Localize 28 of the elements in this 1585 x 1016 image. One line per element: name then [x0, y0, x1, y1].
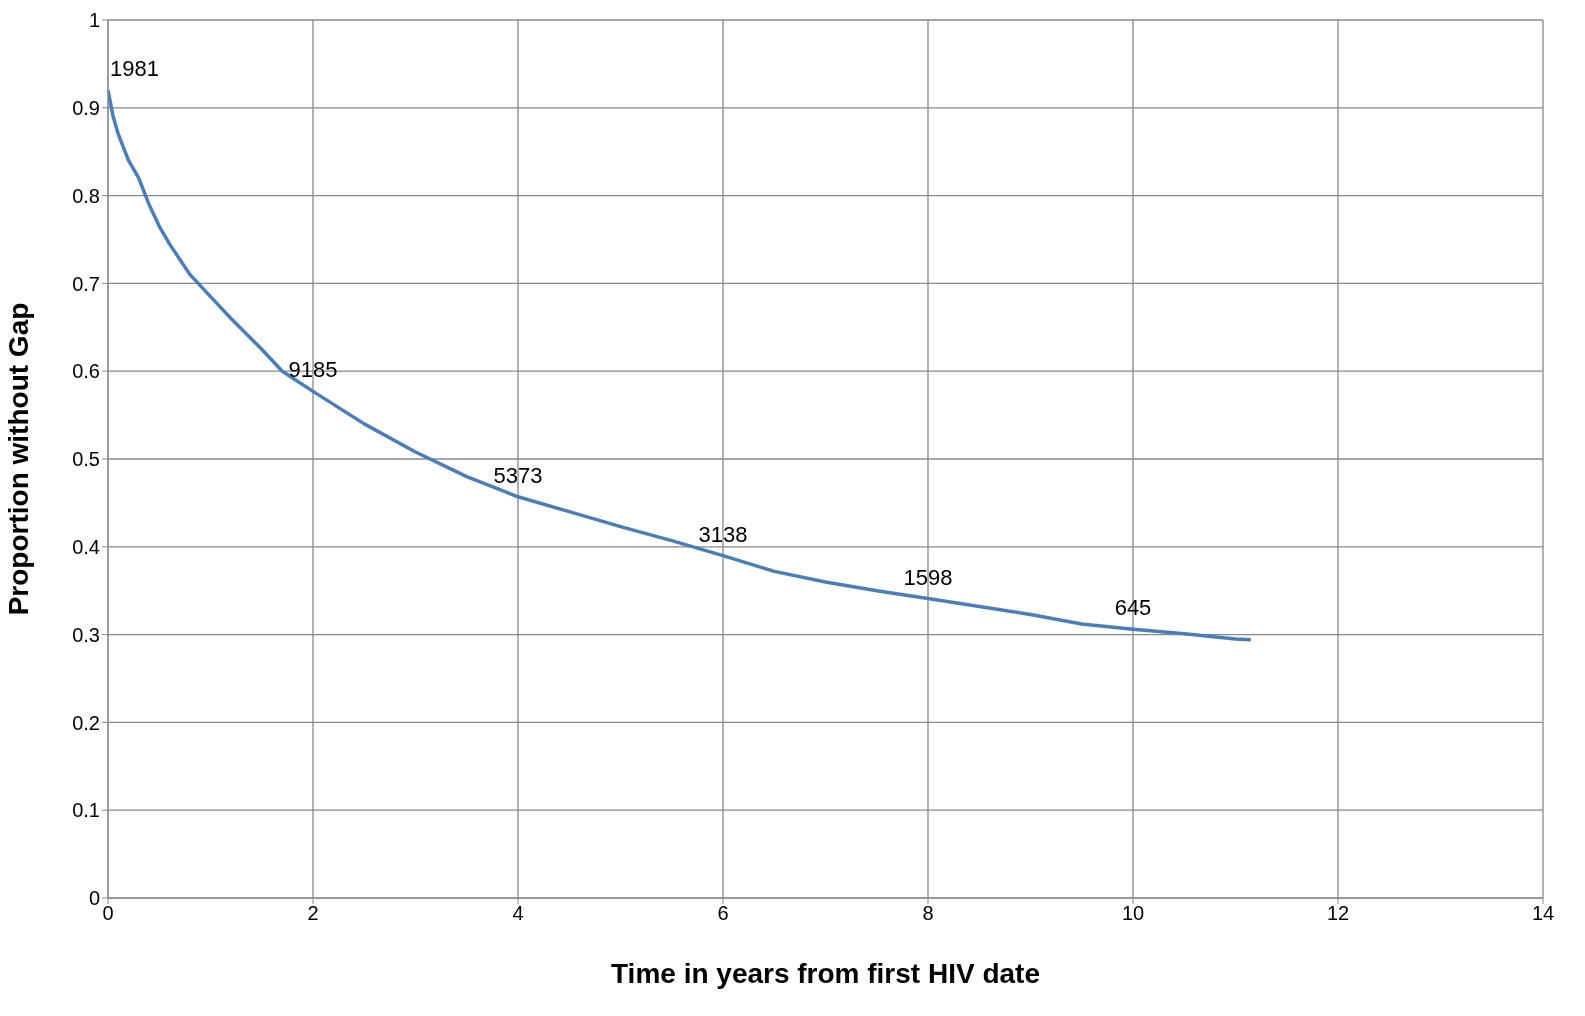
x-tick-label: 12	[1326, 902, 1350, 925]
y-axis-title: Proportion without Gap	[2, 302, 34, 616]
annotation: 1981	[110, 56, 159, 82]
annotation: 3138	[698, 521, 748, 547]
x-tick-label: 4	[512, 902, 524, 925]
x-tick-label: 14	[1531, 902, 1555, 925]
x-tick-label: 6	[717, 902, 729, 925]
y-tick-label: 0.9	[72, 96, 100, 119]
annotation: 9185	[288, 357, 338, 383]
annotation: 5373	[493, 462, 543, 488]
y-tick-label: 0.4	[72, 535, 100, 558]
x-tick-label: 8	[922, 902, 934, 925]
annotation: 1598	[903, 564, 953, 590]
x-tick-label: 10	[1121, 902, 1145, 925]
y-tick-label: 0.7	[72, 272, 100, 295]
y-tick-label: 0.2	[72, 711, 100, 734]
y-tick-label: 0.3	[72, 623, 100, 646]
y-tick-label: 0.1	[72, 799, 100, 822]
line-series	[108, 88, 1253, 642]
y-tick-label: 0.6	[72, 360, 100, 383]
annotation: 645	[1114, 595, 1152, 621]
y-tick-label: 1	[88, 9, 100, 32]
x-axis-title: Time in years from first HIV date	[611, 958, 1040, 989]
x-tick-label: 0	[102, 902, 114, 925]
y-tick-label: 0.8	[72, 184, 100, 207]
y-tick-label: 0.5	[72, 448, 100, 471]
x-tick-label: 2	[307, 902, 319, 925]
y-tick-label: 0	[88, 887, 100, 910]
